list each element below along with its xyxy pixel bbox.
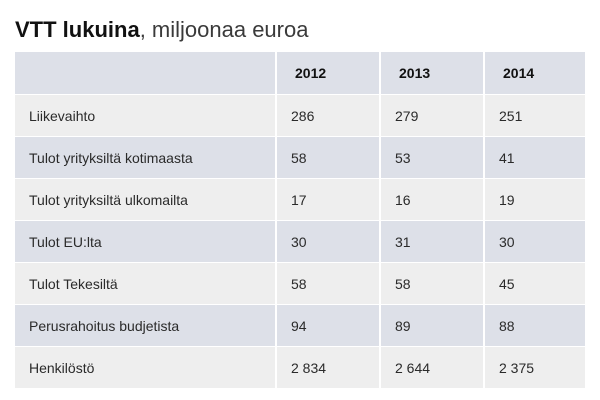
row-label: Tulot yrityksiltä kotimaasta [15, 137, 277, 178]
header-cell-2014: 2014 [503, 65, 535, 81]
table-row: Perusrahoitus budjetista 94 89 88 [15, 305, 585, 347]
page-title: VTT lukuina, miljoonaa euroa [15, 16, 308, 44]
header-cell [15, 52, 277, 94]
header-cell-2013: 2013 [381, 52, 485, 94]
table-cell: 30 [499, 233, 515, 250]
table-row: Tulot yrityksiltä ulkomailta 17 16 19 [15, 179, 585, 221]
table-row: Henkilöstö 2 834 2 644 2 375 [15, 347, 585, 389]
row-label: Tulot Tekesiltä [15, 263, 277, 304]
table-cell: 2 375 [499, 359, 535, 376]
table-cell: 251 [499, 107, 523, 124]
table-row: Tulot EU:lta 30 31 30 [15, 221, 585, 263]
table-cell: 2 644 [381, 347, 485, 388]
header-cell-2012: 2012 [277, 52, 381, 94]
table-cell: 30 [277, 221, 381, 262]
table-cell: 94 [277, 305, 381, 346]
table-cell: 41 [499, 149, 515, 166]
table-row: Tulot Tekesiltä 58 58 45 [15, 263, 585, 305]
table-row: Tulot yrityksiltä kotimaasta 58 53 41 [15, 137, 585, 179]
table-header-row: 2012 2013 2014 [15, 52, 585, 95]
table-cell: 53 [381, 137, 485, 178]
table-cell: 88 [499, 317, 515, 334]
row-label: Tulot yrityksiltä ulkomailta [15, 179, 277, 220]
table-cell: 58 [381, 263, 485, 304]
table-cell: 279 [381, 95, 485, 136]
table-cell: 16 [381, 179, 485, 220]
data-table: 2012 2013 2014 Liikevaihto 286 279 251 T… [15, 52, 585, 389]
table-cell: 2 834 [277, 347, 381, 388]
table-cell: 31 [381, 221, 485, 262]
title-bold: VTT lukuina [15, 17, 140, 42]
table-row: Liikevaihto 286 279 251 [15, 95, 585, 137]
title-subtitle: , miljoonaa euroa [139, 17, 309, 42]
row-label: Tulot EU:lta [15, 221, 277, 262]
row-label: Liikevaihto [15, 95, 277, 136]
table-cell: 45 [499, 275, 515, 292]
table-cell: 286 [277, 95, 381, 136]
row-label: Henkilöstö [15, 347, 277, 388]
row-label: Perusrahoitus budjetista [15, 305, 277, 346]
table-cell: 58 [277, 263, 381, 304]
table-cell: 17 [277, 179, 381, 220]
table-cell: 19 [499, 191, 515, 208]
table-cell: 89 [381, 305, 485, 346]
table-cell: 58 [277, 137, 381, 178]
